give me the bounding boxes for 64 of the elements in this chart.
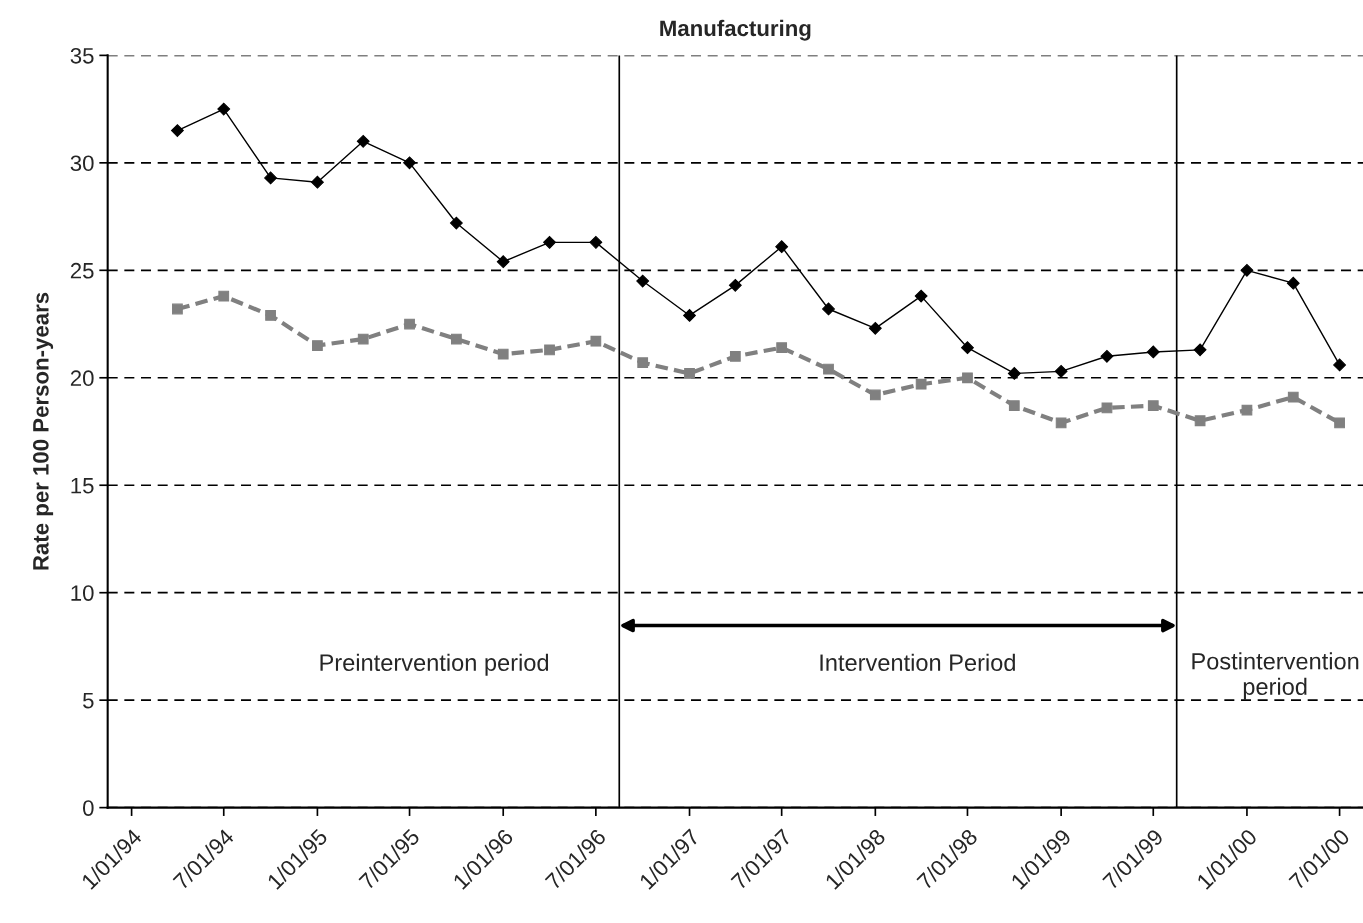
point (961, 341, 974, 355)
annotation: Preintervention period (320, 653, 549, 676)
point (403, 156, 416, 170)
point (914, 289, 928, 303)
point (823, 363, 834, 375)
point (1193, 343, 1207, 357)
point (1055, 417, 1067, 429)
point (357, 333, 369, 345)
point (776, 342, 788, 354)
point (1101, 402, 1113, 414)
y-tick-label: 0 (82, 800, 94, 816)
y-tick-label: 15 (71, 478, 94, 494)
point (822, 302, 835, 316)
point (312, 340, 323, 351)
point (589, 235, 603, 249)
point (217, 102, 231, 116)
y-axis-title: Rate per 100 Person-years (32, 292, 54, 570)
point (869, 389, 881, 401)
point (775, 240, 789, 254)
point (1194, 415, 1206, 427)
point (868, 321, 882, 335)
y-tick-label: 10 (71, 585, 94, 601)
y-tick-label: 35 (70, 47, 94, 64)
y-tick-label: 25 (70, 262, 94, 279)
point (544, 344, 555, 356)
y-tick-label: 20 (70, 370, 94, 387)
point (729, 350, 741, 362)
point (496, 255, 510, 269)
point (1240, 263, 1254, 277)
point (356, 134, 370, 148)
point (962, 372, 973, 384)
point (1333, 358, 1346, 372)
point (171, 124, 184, 138)
point (1287, 391, 1299, 403)
point (684, 368, 695, 379)
point (1147, 400, 1159, 412)
point (1008, 400, 1020, 412)
annotation: Intervention Period (820, 653, 1015, 672)
point (543, 235, 556, 249)
point (449, 216, 463, 230)
chart-title: Manufacturing (660, 19, 811, 41)
point (264, 171, 277, 185)
annotation: Postintervention period (1192, 652, 1359, 700)
point (590, 335, 602, 347)
point (172, 303, 183, 315)
point (1100, 349, 1114, 363)
point (404, 318, 415, 330)
point (497, 348, 509, 360)
y-tick-label: 5 (83, 692, 94, 709)
point (310, 175, 324, 189)
point (636, 274, 650, 288)
point (1146, 345, 1160, 359)
point (1286, 276, 1300, 290)
point (683, 309, 696, 322)
point (1334, 417, 1345, 429)
point (1007, 367, 1021, 380)
point (915, 378, 927, 390)
point (637, 357, 649, 369)
y-tick-label: 30 (70, 155, 94, 172)
point (451, 333, 462, 345)
point (265, 310, 276, 321)
point (728, 278, 742, 292)
point (1054, 364, 1068, 378)
point (218, 290, 230, 302)
